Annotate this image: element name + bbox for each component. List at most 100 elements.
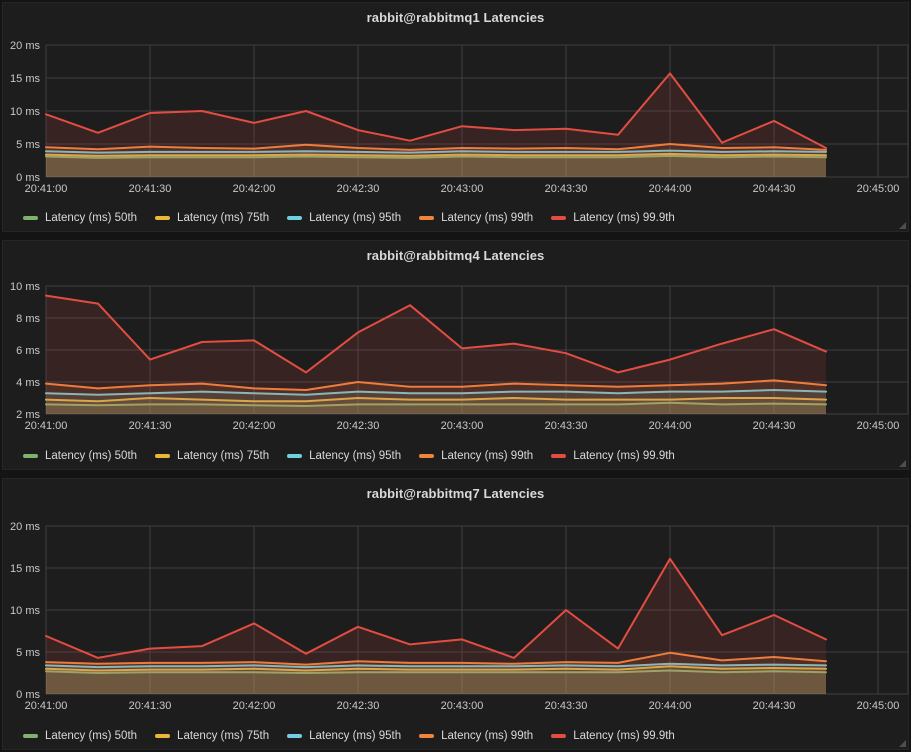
series-line bbox=[45, 662, 827, 669]
legend-item[interactable]: Latency (ms) 95th bbox=[287, 212, 401, 224]
series-area bbox=[46, 663, 826, 694]
series-area bbox=[46, 380, 826, 414]
legend-item[interactable]: Latency (ms) 75th bbox=[155, 450, 269, 462]
legend-swatch-icon bbox=[23, 216, 38, 220]
panel-resize-handle-icon[interactable] bbox=[899, 740, 906, 747]
x-axis-label: 20:42:00 bbox=[233, 183, 276, 195]
x-axis-label: 20:41:30 bbox=[129, 183, 172, 195]
legend-item[interactable]: Latency (ms) 75th bbox=[155, 730, 269, 742]
series-area bbox=[46, 73, 826, 177]
y-axis-label: 5 ms bbox=[16, 647, 40, 659]
series-area bbox=[46, 558, 826, 694]
series-area bbox=[46, 153, 826, 177]
x-axis-label: 20:42:00 bbox=[233, 700, 276, 712]
x-axis-label: 20:41:00 bbox=[25, 420, 68, 432]
y-axis-label: 8 ms bbox=[16, 313, 40, 325]
y-axis-label: 15 ms bbox=[10, 563, 40, 575]
legend-item[interactable]: Latency (ms) 99th bbox=[419, 450, 533, 462]
series-line bbox=[45, 389, 827, 396]
latency-chart-rabbitmq7[interactable]: 0 ms 5 ms 10 ms 15 ms 20 ms 20:41:00 20:41:30 2… bbox=[3, 507, 909, 723]
legend-item[interactable]: Latency (ms) 95th bbox=[287, 450, 401, 462]
legend-item[interactable]: Latency (ms) 99th bbox=[419, 730, 533, 742]
legend-swatch-icon bbox=[419, 734, 435, 738]
series-line bbox=[45, 557, 827, 659]
chart-svg: 0 ms 5 ms 10 ms 15 ms 20 ms 20:41:00 20:41:30 2… bbox=[10, 40, 909, 195]
series-line bbox=[45, 397, 827, 403]
legend-label: Latency (ms) 95th bbox=[309, 730, 402, 742]
x-axis-label: 20:43:30 bbox=[545, 700, 588, 712]
series-area bbox=[46, 666, 826, 694]
panel-title[interactable]: rabbit@rabbitmq1 Latencies bbox=[366, 9, 545, 25]
legend-item[interactable]: Latency (ms) 50th bbox=[23, 450, 137, 462]
panel-rabbitmq7-latencies: rabbit@rabbitmq7 Latencies 0 ms 5 ms 10 ms… bbox=[2, 478, 909, 750]
legend-label: Latency (ms) 99.9th bbox=[573, 212, 675, 224]
x-axis-label: 20:43:00 bbox=[441, 700, 484, 712]
y-axis-label: 20 ms bbox=[10, 40, 40, 52]
panel-resize-handle-icon[interactable] bbox=[899, 460, 906, 467]
x-axis-label: 20:45:00 bbox=[857, 183, 900, 195]
series-area bbox=[46, 150, 826, 177]
y-axis-label: 4 ms bbox=[16, 377, 40, 389]
legend-swatch-icon bbox=[155, 216, 171, 220]
legend-label: Latency (ms) 99.9th bbox=[573, 450, 675, 462]
legend-item[interactable]: Latency (ms) 99.9th bbox=[551, 450, 675, 462]
series-line bbox=[45, 143, 827, 151]
series-area bbox=[46, 670, 826, 694]
legend-item[interactable]: Latency (ms) 99.9th bbox=[551, 212, 675, 224]
x-axis-label: 20:43:30 bbox=[545, 420, 588, 432]
y-axis-label: 10 ms bbox=[10, 281, 40, 293]
series-line bbox=[45, 72, 827, 149]
x-axis-label: 20:42:30 bbox=[337, 183, 380, 195]
legend-label: Latency (ms) 95th bbox=[309, 450, 402, 462]
legend-label: Latency (ms) 50th bbox=[45, 212, 138, 224]
y-axis-label: 6 ms bbox=[16, 345, 40, 357]
x-axis-label: 20:43:00 bbox=[441, 183, 484, 195]
legend-label: Latency (ms) 75th bbox=[177, 450, 270, 462]
legend-item[interactable]: Latency (ms) 99.9th bbox=[551, 730, 675, 742]
legend-swatch-icon bbox=[23, 734, 38, 738]
latency-chart-rabbitmq1[interactable]: 0 ms 5 ms 10 ms 15 ms 20 ms 20:41:00 20:41:30 2… bbox=[3, 31, 909, 205]
legend-item[interactable]: Latency (ms) 50th bbox=[23, 212, 137, 224]
panel-title[interactable]: rabbit@rabbitmq7 Latencies bbox=[366, 485, 545, 501]
y-axis-label: 10 ms bbox=[10, 106, 40, 118]
x-axis-label: 20:45:00 bbox=[857, 700, 900, 712]
x-axis-label: 20:43:00 bbox=[441, 420, 484, 432]
legend-swatch-icon bbox=[551, 216, 567, 220]
x-axis-label: 20:41:30 bbox=[129, 420, 172, 432]
legend: Latency (ms) 50th Latency (ms) 75th Latenc… bbox=[3, 723, 908, 749]
y-axis-label: 0 ms bbox=[16, 689, 40, 701]
legend-item[interactable]: Latency (ms) 95th bbox=[287, 730, 401, 742]
legend-label: Latency (ms) 99th bbox=[441, 730, 534, 742]
panel-title[interactable]: rabbit@rabbitmq4 Latencies bbox=[366, 247, 545, 263]
x-axis-label: 20:44:30 bbox=[753, 183, 796, 195]
series-area bbox=[46, 390, 826, 414]
panel-header: rabbit@rabbitmq7 Latencies bbox=[3, 479, 908, 507]
series-line bbox=[45, 379, 827, 391]
panel-resize-handle-icon[interactable] bbox=[899, 222, 906, 229]
x-axis-label: 20:41:00 bbox=[25, 700, 68, 712]
legend: Latency (ms) 50th Latency (ms) 75th Latenc… bbox=[3, 205, 908, 231]
y-axis-label: 20 ms bbox=[10, 521, 40, 533]
legend-item[interactable]: Latency (ms) 50th bbox=[23, 730, 137, 742]
y-axis-label: 0 ms bbox=[16, 172, 40, 184]
legend-swatch-icon bbox=[551, 454, 567, 458]
x-axis-label: 20:44:00 bbox=[649, 420, 692, 432]
latency-chart-rabbitmq4[interactable]: 2 ms 4 ms 6 ms 8 ms 10 ms 20:41:00 20:41:30 20:… bbox=[3, 269, 909, 443]
panel-rabbitmq1-latencies: rabbit@rabbitmq1 Latencies 0 ms 5 ms 10 ms… bbox=[2, 2, 909, 232]
x-axis-label: 20:45:00 bbox=[857, 420, 900, 432]
x-axis-label: 20:43:30 bbox=[545, 183, 588, 195]
x-axis-label: 20:41:00 bbox=[25, 183, 68, 195]
legend-label: Latency (ms) 50th bbox=[45, 450, 138, 462]
legend-swatch-icon bbox=[419, 454, 435, 458]
y-axis-label: 5 ms bbox=[16, 139, 40, 151]
legend-swatch-icon bbox=[287, 454, 303, 458]
legend-item[interactable]: Latency (ms) 99th bbox=[419, 212, 533, 224]
series-area bbox=[46, 155, 826, 177]
series-area bbox=[46, 398, 826, 414]
legend-label: Latency (ms) 99th bbox=[441, 450, 534, 462]
legend-label: Latency (ms) 95th bbox=[309, 212, 402, 224]
legend-swatch-icon bbox=[155, 734, 171, 738]
legend-item[interactable]: Latency (ms) 75th bbox=[155, 212, 269, 224]
series-line bbox=[45, 665, 827, 672]
series-line bbox=[45, 154, 827, 159]
